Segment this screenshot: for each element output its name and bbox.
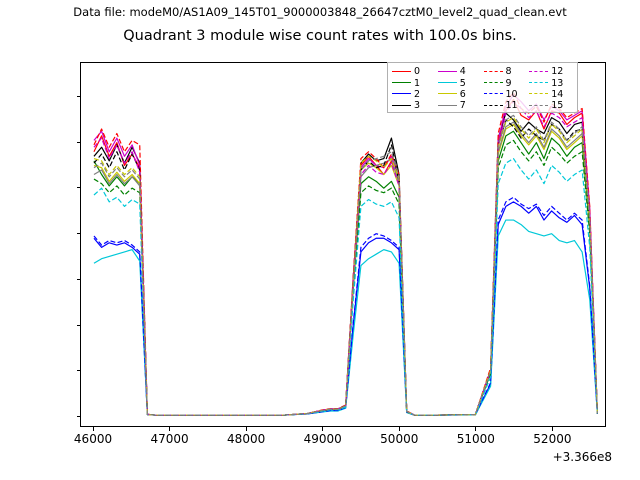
legend-item-12[interactable]: 12 bbox=[529, 66, 573, 77]
series-line-module-1 bbox=[93, 130, 598, 416]
legend-item-11[interactable]: 11 bbox=[483, 100, 528, 112]
series-line-module-3 bbox=[93, 112, 598, 416]
y-tick-mark bbox=[76, 187, 80, 189]
legend-item-1[interactable]: 1 bbox=[392, 77, 436, 89]
x-tick-mark bbox=[475, 427, 477, 431]
x-tick-label: 48000 bbox=[227, 432, 266, 446]
series-line-module-12 bbox=[93, 101, 598, 416]
x-tick-mark bbox=[245, 427, 247, 431]
x-axis-offset-label: +3.366e8 bbox=[552, 450, 612, 464]
x-tick-label: 51000 bbox=[456, 432, 495, 446]
x-tick-label: 46000 bbox=[73, 432, 113, 446]
x-tick-mark bbox=[322, 427, 324, 431]
data-file-label: Data file: modeM0/AS1A09_145T01_90000038… bbox=[73, 5, 567, 19]
legend-item-5[interactable]: 5 bbox=[437, 77, 482, 89]
y-tick-mark bbox=[76, 95, 80, 97]
x-tick-mark bbox=[551, 427, 553, 431]
legend-label: 9 bbox=[505, 77, 512, 89]
legend-label: 11 bbox=[505, 100, 518, 112]
series-line-module-2 bbox=[93, 201, 598, 416]
y-tick-mark bbox=[76, 324, 80, 326]
series-line-module-0 bbox=[93, 98, 598, 416]
legend-label: 2 bbox=[414, 88, 421, 100]
legend-label: 8 bbox=[505, 66, 512, 78]
legend-item-13[interactable]: 13 bbox=[529, 77, 573, 89]
series-line-module-7 bbox=[93, 121, 598, 416]
legend-label: 4 bbox=[459, 66, 466, 78]
legend-label: 15 bbox=[551, 100, 564, 112]
legend-label: 14 bbox=[551, 88, 564, 100]
x-tick-label: 47000 bbox=[150, 432, 189, 446]
legend-item-14[interactable]: 14 bbox=[529, 89, 573, 100]
legend-item-10[interactable]: 10 bbox=[483, 88, 528, 100]
x-tick-mark bbox=[398, 427, 400, 431]
y-tick-mark bbox=[76, 278, 80, 280]
legend-item-6[interactable]: 6 bbox=[437, 88, 482, 100]
legend-label: 6 bbox=[459, 88, 466, 100]
legend-label: 5 bbox=[459, 77, 466, 89]
legend-label: 1 bbox=[414, 77, 421, 89]
legend-label: 3 bbox=[414, 100, 421, 112]
y-tick-mark bbox=[76, 141, 80, 143]
x-tick-label: 52000 bbox=[533, 432, 572, 446]
legend-label: 12 bbox=[551, 66, 564, 78]
legend-item-7[interactable]: 7 bbox=[437, 100, 482, 112]
series-line-module-13 bbox=[93, 157, 598, 416]
y-tick-mark bbox=[76, 416, 80, 418]
legend-item-8[interactable]: 8 bbox=[483, 66, 528, 78]
series-line-module-15 bbox=[93, 114, 598, 416]
y-tick-mark bbox=[76, 370, 80, 372]
legend-label: 0 bbox=[414, 66, 421, 78]
legend-label: 13 bbox=[551, 77, 564, 89]
x-tick-mark bbox=[92, 427, 94, 431]
y-tick-mark bbox=[76, 233, 80, 235]
x-tick-label: 50000 bbox=[380, 432, 419, 446]
legend-item-3[interactable]: 3 bbox=[392, 100, 436, 111]
series-lines-svg bbox=[93, 91, 598, 416]
legend-box[interactable]: 0 4 8 12 1 5 9 13 2 6 10 14 3 7 11 15 bbox=[387, 62, 578, 113]
series-line-module-9 bbox=[93, 139, 598, 416]
series-line-module-14 bbox=[93, 117, 598, 416]
series-line-module-6 bbox=[93, 123, 598, 416]
series-line-module-10 bbox=[93, 196, 598, 416]
legend-item-0[interactable]: 0 bbox=[392, 66, 436, 77]
x-tick-mark bbox=[169, 427, 171, 431]
legend-item-2[interactable]: 2 bbox=[392, 89, 436, 100]
series-line-module-5 bbox=[93, 219, 598, 416]
series-line-module-11 bbox=[93, 119, 598, 416]
legend-item-9[interactable]: 9 bbox=[483, 77, 528, 89]
x-tick-label: 49000 bbox=[303, 432, 342, 446]
series-line-module-8 bbox=[93, 91, 598, 416]
legend-label: 10 bbox=[505, 88, 518, 100]
plot-title: Quadrant 3 module wise count rates with … bbox=[123, 28, 517, 44]
plot-axes bbox=[80, 62, 606, 427]
legend-item-4[interactable]: 4 bbox=[437, 66, 482, 78]
legend-item-15[interactable]: 15 bbox=[529, 100, 573, 111]
legend-label: 7 bbox=[459, 100, 466, 112]
